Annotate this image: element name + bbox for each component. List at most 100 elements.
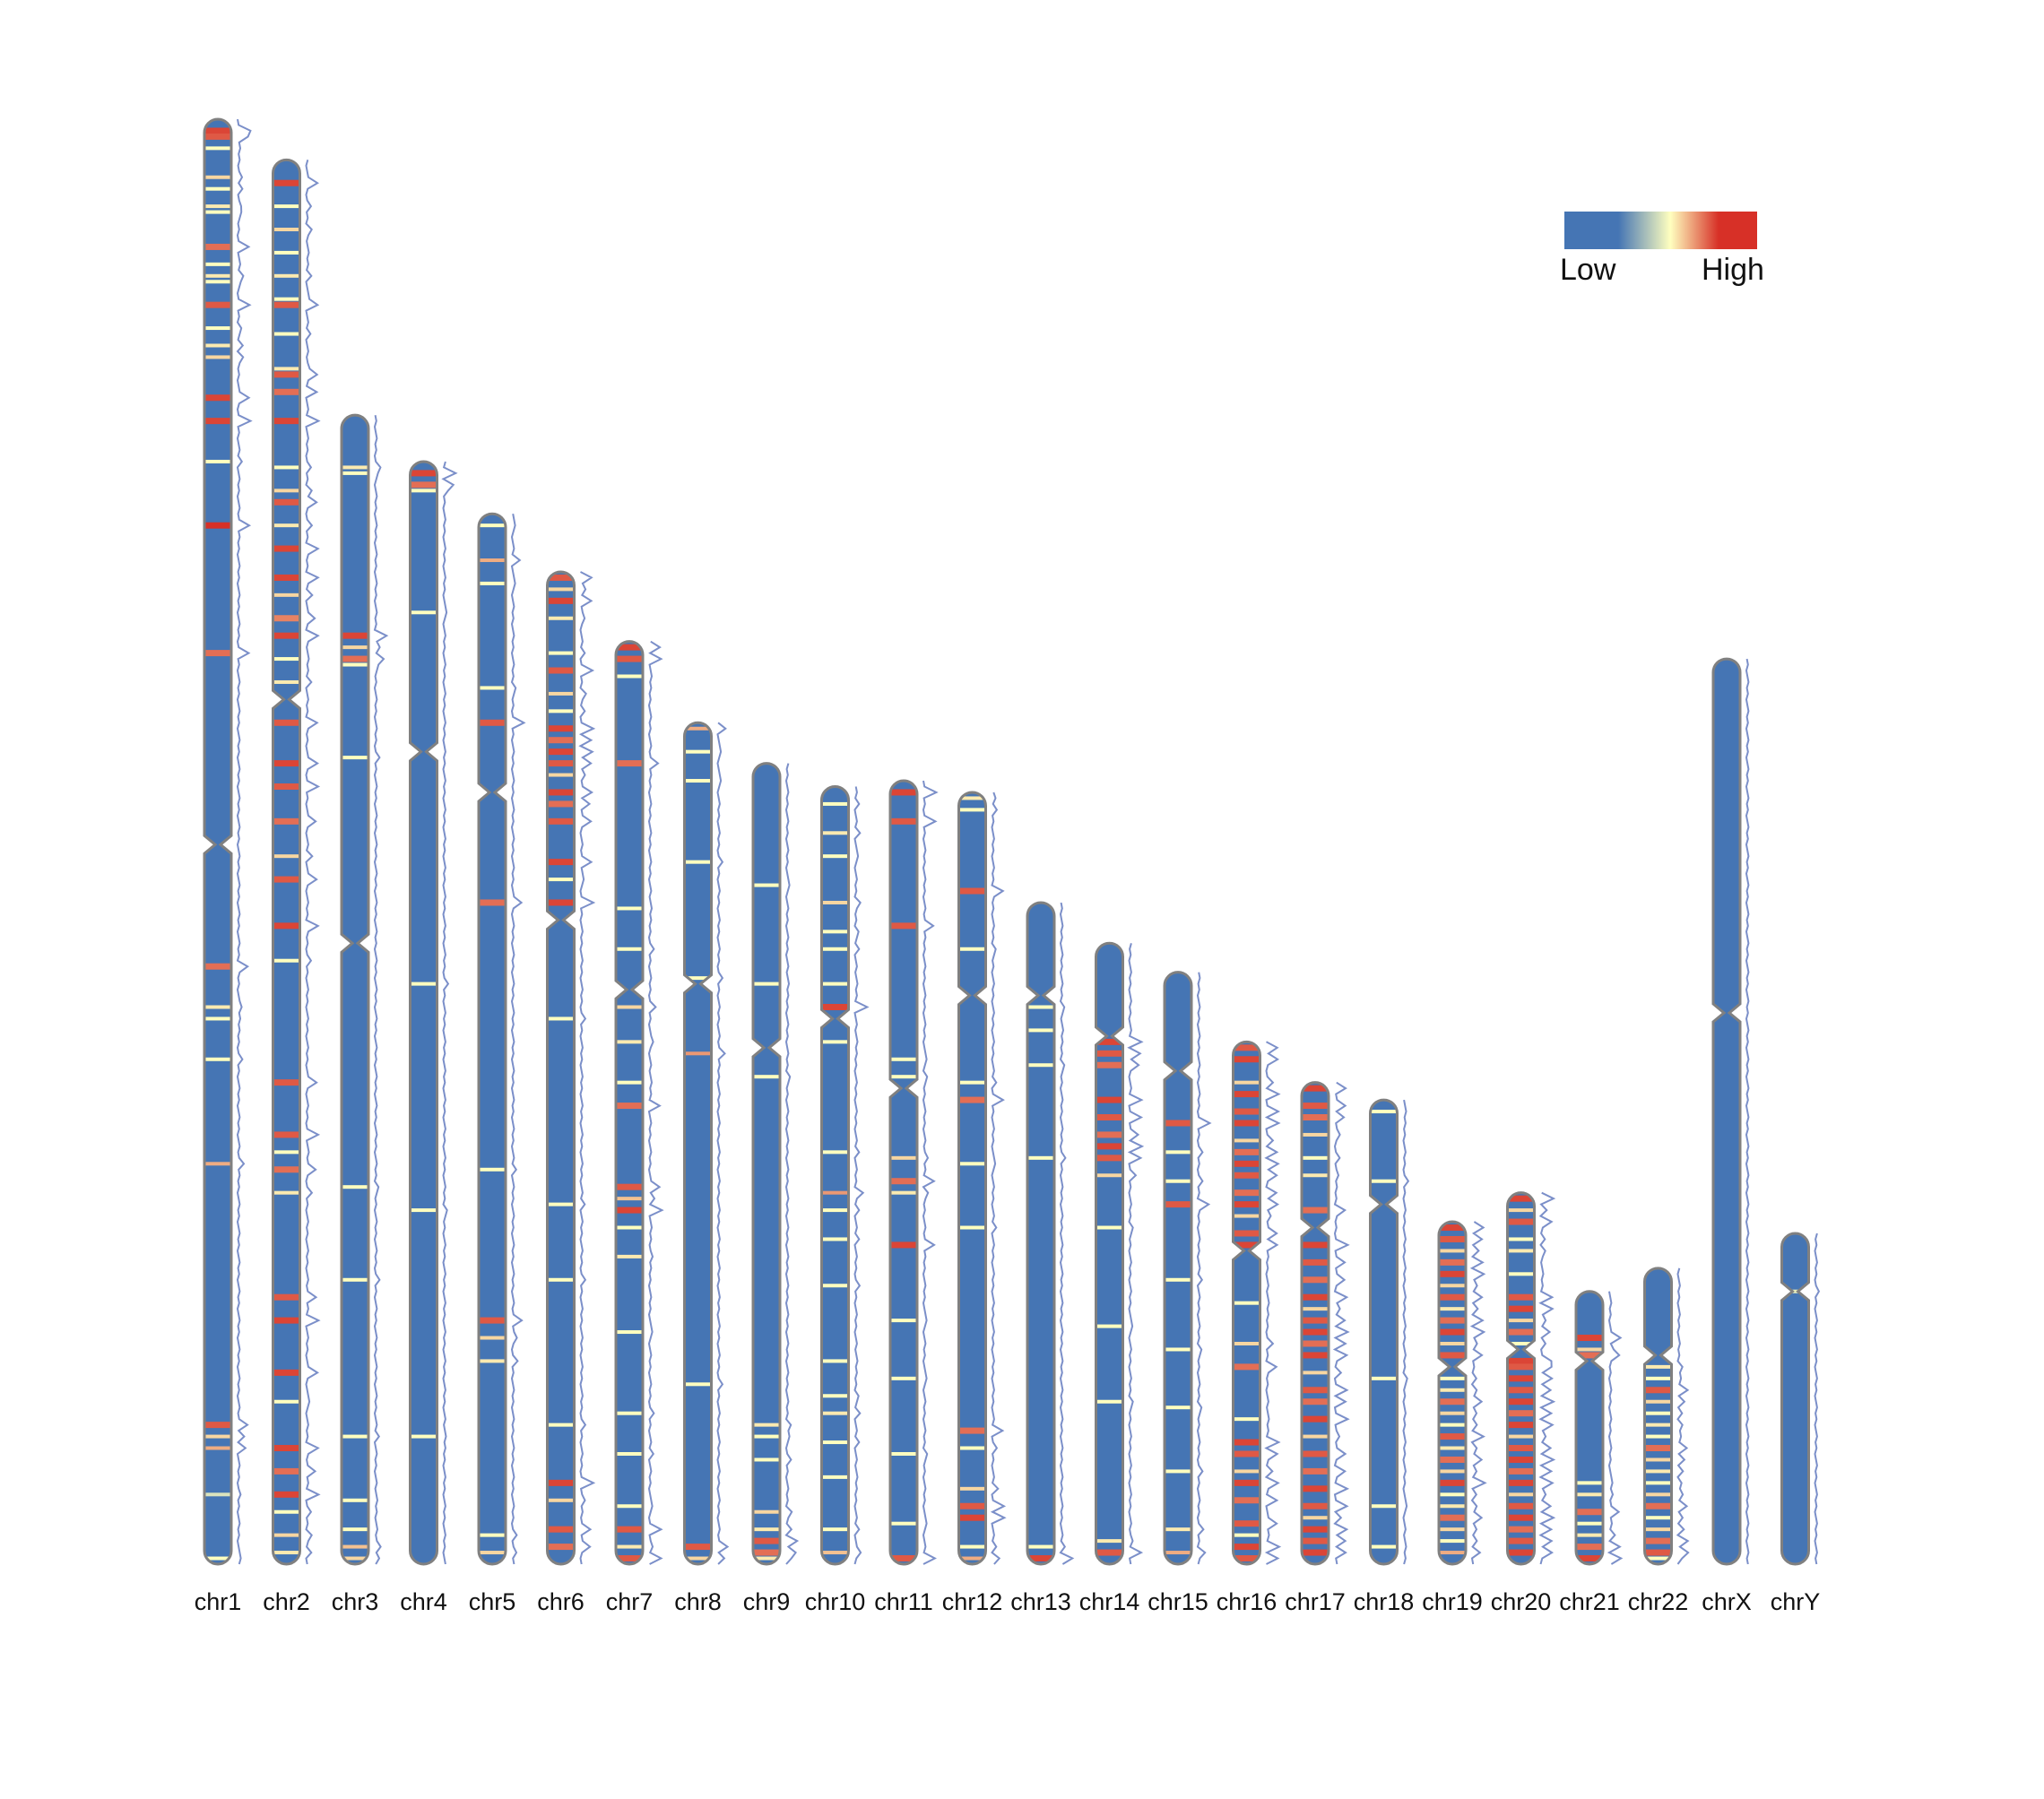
density-band [1302, 1241, 1329, 1249]
density-band [1233, 1555, 1260, 1562]
density-trace [1745, 658, 1750, 1565]
density-band [1027, 1028, 1054, 1033]
density-band [273, 465, 300, 470]
density-band [1302, 1276, 1329, 1284]
density-band [204, 1446, 231, 1450]
density-trace [922, 780, 939, 1565]
density-band [1096, 1050, 1123, 1057]
chromosome-outline [957, 791, 987, 1566]
density-band [1096, 1155, 1123, 1162]
density-band [1507, 1492, 1535, 1497]
density-trace [373, 415, 389, 1565]
density-band [273, 250, 300, 255]
density-band [204, 243, 231, 250]
density-band [273, 876, 300, 883]
chromosome-outline [546, 570, 576, 1566]
density-band [342, 1556, 368, 1561]
chromosome-chr18: chr18 [1354, 1098, 1414, 1615]
density-trace [1469, 1221, 1487, 1565]
density-band [1439, 1527, 1466, 1532]
density-band [479, 719, 506, 726]
density-band [1096, 1114, 1123, 1121]
density-band [1165, 1405, 1191, 1410]
density-band [684, 860, 712, 864]
density-band [273, 632, 300, 639]
density-band [1507, 1249, 1535, 1253]
density-band [616, 1103, 643, 1110]
density-band [204, 280, 231, 284]
density-band [273, 1190, 300, 1195]
density-band [1439, 1258, 1466, 1266]
density-band [273, 679, 300, 684]
density-band [753, 1549, 780, 1556]
density-band [753, 1509, 780, 1514]
density-band [1302, 1317, 1329, 1324]
density-band [1302, 1485, 1329, 1492]
density-band [958, 1162, 986, 1166]
density-band [1233, 1230, 1260, 1237]
chromosome-outline [751, 762, 782, 1566]
density-band [1507, 1549, 1535, 1556]
density-band [1644, 1537, 1672, 1544]
density-band [821, 1150, 849, 1155]
chromosome-outline [1437, 1220, 1468, 1566]
density-band [1439, 1398, 1466, 1405]
density-band [890, 1057, 917, 1061]
density-trace [990, 791, 1007, 1565]
density-band [1165, 1551, 1191, 1555]
density-band [958, 947, 986, 951]
density-band [479, 1359, 506, 1363]
density-band [684, 1382, 712, 1387]
density-band [1302, 1114, 1329, 1121]
density-band [204, 1005, 231, 1009]
density-band [616, 1526, 643, 1533]
density-band [1233, 1479, 1260, 1486]
density-band [547, 587, 575, 592]
density-band [1302, 1516, 1329, 1520]
density-band [1233, 1544, 1260, 1551]
density-band [273, 1491, 300, 1498]
density-band [1644, 1527, 1672, 1532]
density-band [273, 367, 300, 371]
density-band [1507, 1272, 1535, 1276]
density-trace [1538, 1191, 1556, 1565]
density-band [890, 1376, 917, 1380]
density-band [204, 127, 231, 134]
density-band [1507, 1445, 1535, 1452]
density-band [1302, 1415, 1329, 1423]
density-band [753, 1075, 780, 1079]
chromosome-outline [888, 779, 919, 1566]
density-band [479, 686, 506, 690]
density-band [1027, 1063, 1054, 1068]
density-band [958, 1096, 986, 1103]
chromosome-body [342, 415, 368, 1564]
density-band [547, 1423, 575, 1427]
density-band [616, 1451, 643, 1456]
density-band [753, 1457, 780, 1462]
density-band [1644, 1387, 1672, 1394]
chromosome-label: chrY [1771, 1588, 1821, 1615]
density-band [1233, 1201, 1260, 1208]
density-band [204, 343, 231, 348]
density-band [204, 326, 231, 331]
density-band [273, 204, 300, 209]
density-band [1439, 1446, 1466, 1450]
density-band [1439, 1270, 1466, 1277]
density-band [1165, 1277, 1191, 1282]
density-trace [853, 786, 870, 1565]
density-band [821, 801, 849, 806]
density-band [1644, 1516, 1672, 1520]
chromosome-label: chr8 [674, 1588, 722, 1615]
chromosome-body [684, 722, 712, 1564]
density-band [342, 645, 368, 650]
chromosome-outline [1026, 901, 1056, 1566]
density-band [1233, 1044, 1260, 1051]
density-band [1576, 1335, 1603, 1342]
density-band [547, 760, 575, 767]
density-band [958, 1427, 986, 1434]
density-band [342, 632, 368, 639]
density-band [1576, 1352, 1603, 1359]
density-band [1096, 1096, 1123, 1103]
density-band [958, 1446, 986, 1450]
density-band [273, 657, 300, 662]
